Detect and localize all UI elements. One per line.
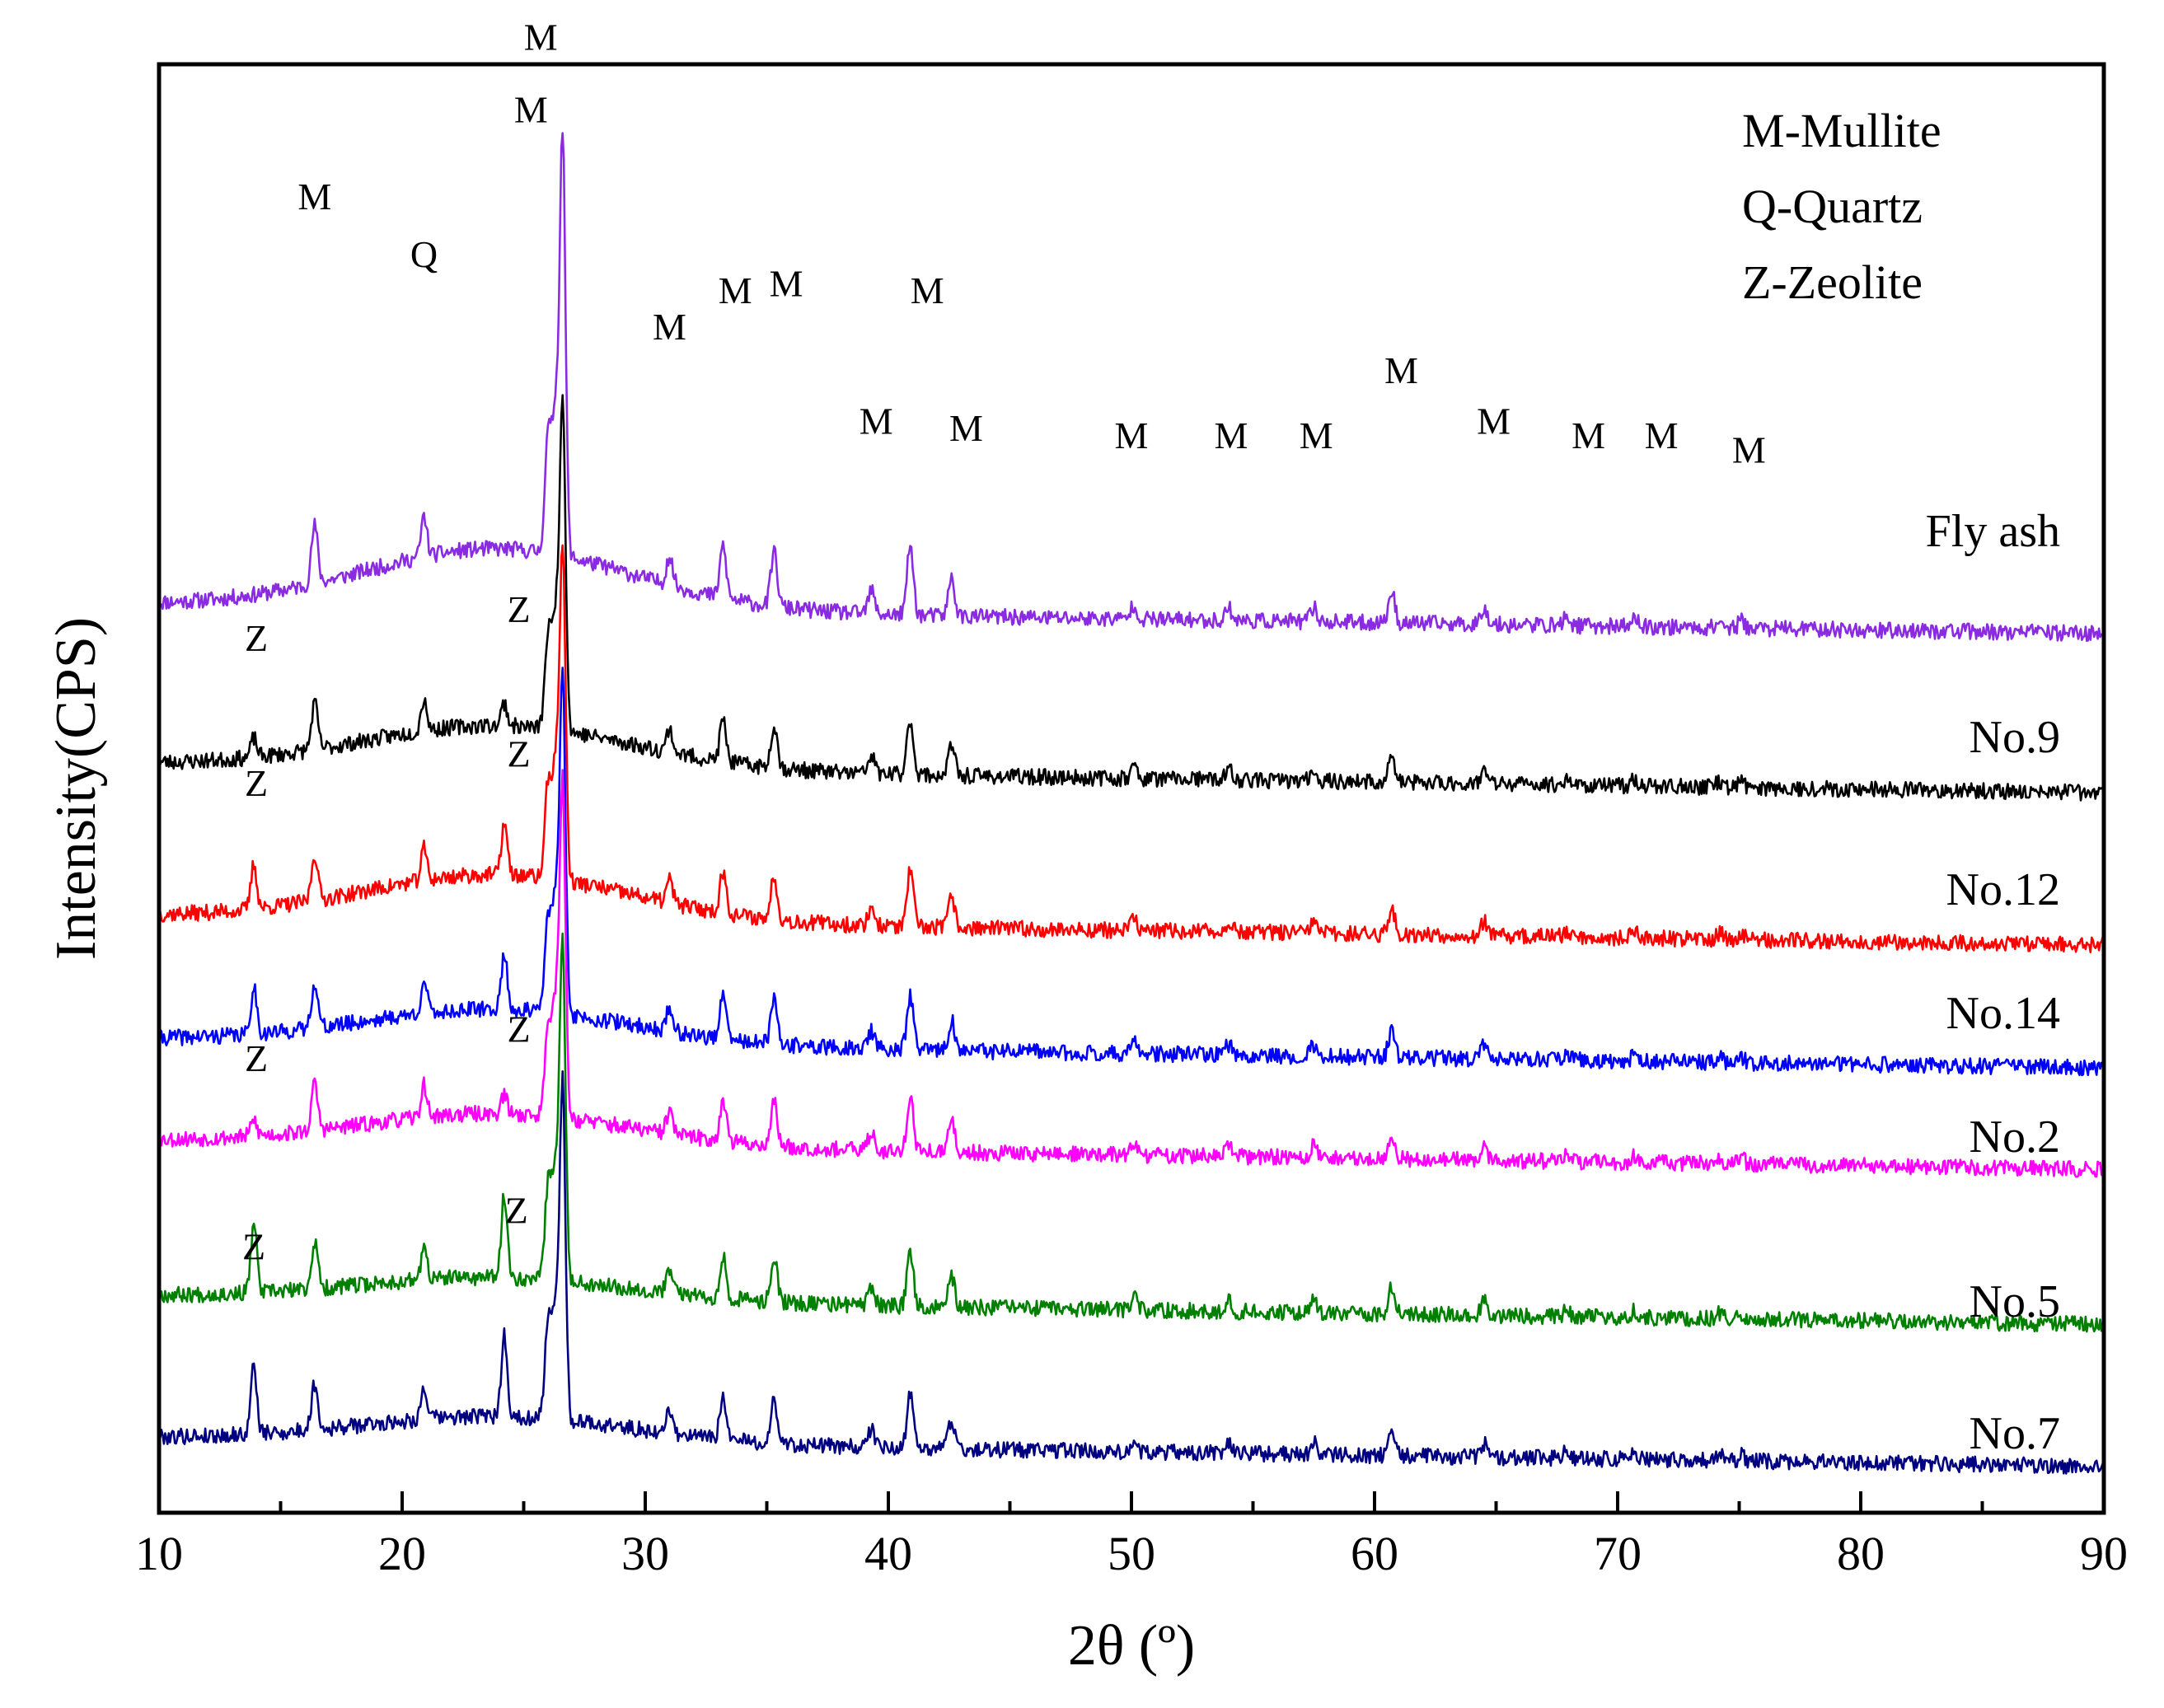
x-tick-label: 80 [1837,1527,1885,1580]
peak-label-m: M [911,269,944,311]
peak-label-m: M [719,269,752,311]
peak-label-m: M [514,88,548,130]
phase-legend: M-Mullite Q-Quartz Z-Zeolite [1742,104,1942,309]
peak-label-z: Z [505,1189,528,1231]
series-label-no14: No.14 [1946,988,2060,1039]
peak-label-z: Z [242,1225,265,1267]
peak-label-m: M [1214,414,1248,456]
series-label-fly-ash: Fly ash [1926,506,2060,557]
x-tick-label: 90 [2080,1527,2128,1580]
series-line-no-5 [158,932,2105,1333]
x-axis-title: 2θ (º) [1068,1614,1195,1678]
peak-label-m: M [1732,428,1766,470]
series-line-no-9 [157,394,2105,802]
x-tick-label: 70 [1594,1527,1642,1580]
peak-label-z: Z [508,1008,531,1051]
series-line-no-12 [157,544,2105,953]
peak-label-z: Z [245,762,268,804]
peak-label-m: M [860,400,893,442]
series-label-no2: No.2 [1970,1111,2060,1163]
series-label-no12: No.12 [1946,864,2060,915]
peak-label-z: Z [245,617,268,659]
legend-mullite: M-Mullite [1742,104,1942,157]
series-line-no-2 [157,769,2105,1178]
series-layer [157,132,2105,1475]
x-tick-label: 50 [1108,1527,1155,1580]
x-tick-label: 30 [621,1527,669,1580]
x-axis: 10 20 30 40 50 60 70 80 90 [135,1491,2128,1580]
peak-label-m: M [1115,414,1149,456]
peak-label-q: Q [410,233,438,275]
peak-label-m: M [1645,414,1679,456]
series-line-fly-ash [158,132,2105,643]
series-labels: Fly ash No.9 No.12 No.14 No.2 No.5 No.7 [1926,506,2060,1459]
peak-label-z: Z [508,588,531,630]
x-tick-label: 20 [378,1527,426,1580]
x-tick-label: 40 [864,1527,912,1580]
series-line-no-7 [157,1070,2105,1475]
series-label-no9: No.9 [1970,712,2060,763]
legend-quartz: Q-Quartz [1742,180,1923,233]
x-tick-label: 60 [1351,1527,1398,1580]
peak-annotations: MQMMQMMMMMMMMMMMMMMZZZZZZZZ [242,16,1766,1267]
peak-label-m: M [949,407,983,449]
series-label-no5: No.5 [1970,1276,2060,1327]
series-line-no-14 [157,667,2105,1077]
peak-label-m: M [524,16,558,58]
peak-label-m: M [770,262,803,304]
peak-label-z: Z [508,733,531,775]
y-axis-title: Intensity(CPS) [44,617,108,960]
peak-label-m: M [1477,400,1511,442]
peak-label-z: Z [245,1037,268,1079]
peak-label-m: M [1300,414,1333,456]
peak-label-m: M [297,175,331,218]
legend-zeolite: Z-Zeolite [1742,255,1923,309]
series-label-no7: No.7 [1970,1408,2060,1459]
peak-label-m: M [1571,414,1605,456]
peak-label-m: M [653,306,686,348]
peak-label-m: M [1384,349,1418,391]
x-tick-label: 10 [135,1527,183,1580]
